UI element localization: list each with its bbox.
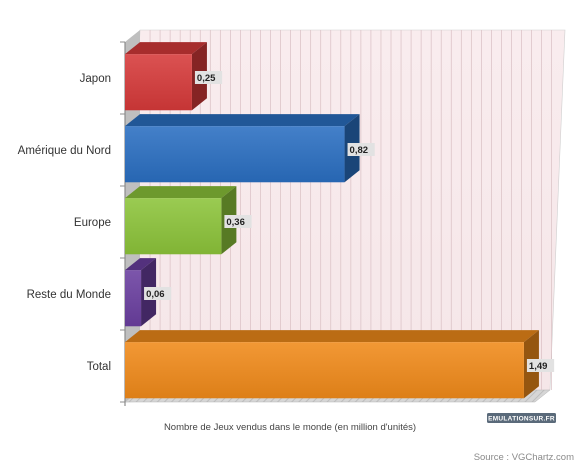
- category-label: Japon: [80, 73, 111, 85]
- logo-text: EMULATIONSUR.FR: [488, 416, 555, 423]
- bar-total: [125, 330, 539, 399]
- bar-japon: [125, 42, 207, 111]
- data-label-box: [224, 215, 252, 228]
- category-label: Amérique du Nord: [18, 145, 111, 157]
- data-label: 0,06: [146, 289, 165, 300]
- data-label: 1,49: [529, 361, 548, 372]
- data-label-box: [144, 287, 172, 300]
- data-label-box: [194, 71, 223, 84]
- bar-reste-du-monde: [125, 258, 157, 327]
- data-label-box: [526, 359, 555, 372]
- category-label: Total: [87, 361, 111, 373]
- bar-europe: [125, 186, 237, 255]
- logo: EMULATIONSUR.FR: [487, 413, 556, 423]
- category-label: Europe: [74, 217, 111, 229]
- source-text: Source : VGChartz.com: [474, 452, 574, 463]
- bar-am-rique-du-nord: [125, 114, 360, 183]
- x-axis-title: Nombre de Jeux vendus dans le monde (en …: [164, 422, 416, 433]
- data-label-box: [347, 143, 375, 156]
- category-label: Reste du Monde: [27, 289, 111, 301]
- data-label: 0,36: [226, 217, 245, 228]
- data-label: 0,25: [197, 73, 216, 84]
- data-label: 0,82: [350, 145, 369, 156]
